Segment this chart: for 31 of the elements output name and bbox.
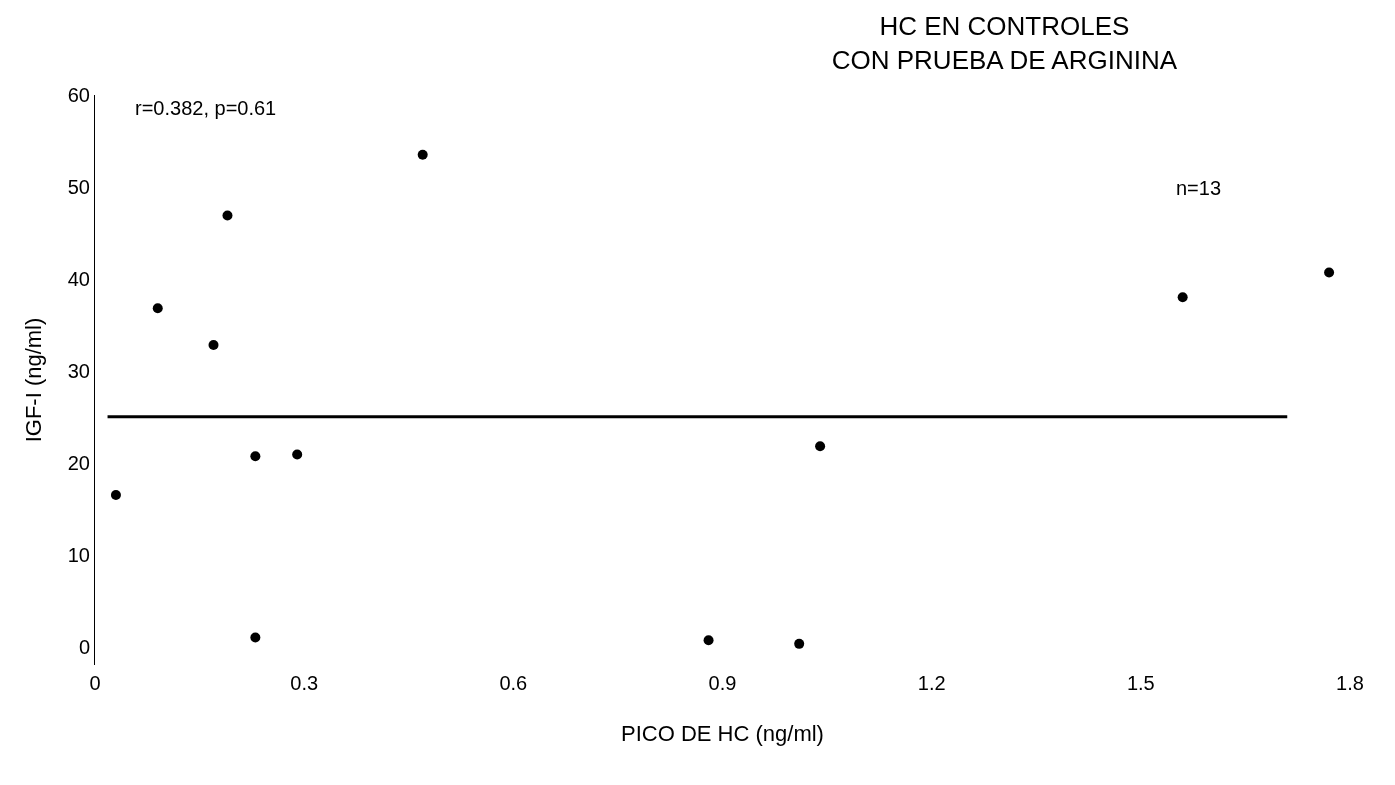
- point: [250, 632, 261, 643]
- point: [703, 635, 714, 646]
- point: [152, 303, 163, 314]
- y-tick-label: 20: [67, 451, 90, 474]
- x-tick-label: 1.2: [917, 672, 946, 694]
- y-tick-label: 0: [78, 635, 90, 658]
- y-tick-label: 60: [67, 84, 90, 106]
- x-axis-title: PICO DE HC (ng/ml): [621, 721, 824, 746]
- point: [417, 149, 428, 160]
- y-tick-label: 30: [67, 359, 90, 382]
- y-tick-label: 10: [67, 543, 90, 566]
- point: [208, 340, 219, 351]
- x-tick-label: 1.8: [1336, 672, 1364, 694]
- annotation: r=0.382, p=0.61: [135, 97, 277, 119]
- point: [815, 441, 826, 452]
- point: [110, 489, 121, 500]
- point: [250, 451, 261, 462]
- point: [1177, 292, 1188, 303]
- point: [222, 210, 233, 221]
- x-tick-label: 0.9: [708, 672, 737, 694]
- x-tick-label: 1.5: [1126, 672, 1155, 694]
- point: [292, 449, 303, 460]
- annotation: n=13: [1176, 177, 1222, 199]
- y-axis-title: IGF-I (ng/ml): [21, 317, 46, 443]
- x-tick-label: 0.3: [290, 672, 319, 694]
- y-tick-label: 40: [67, 267, 90, 290]
- chart-title: HC EN CONTROLES CON PRUEBA DE ARGININA: [831, 11, 1178, 76]
- point: [794, 638, 805, 649]
- x-tick-label: 0.6: [499, 672, 528, 694]
- y-tick-label: 50: [67, 175, 90, 198]
- point: [1324, 267, 1335, 278]
